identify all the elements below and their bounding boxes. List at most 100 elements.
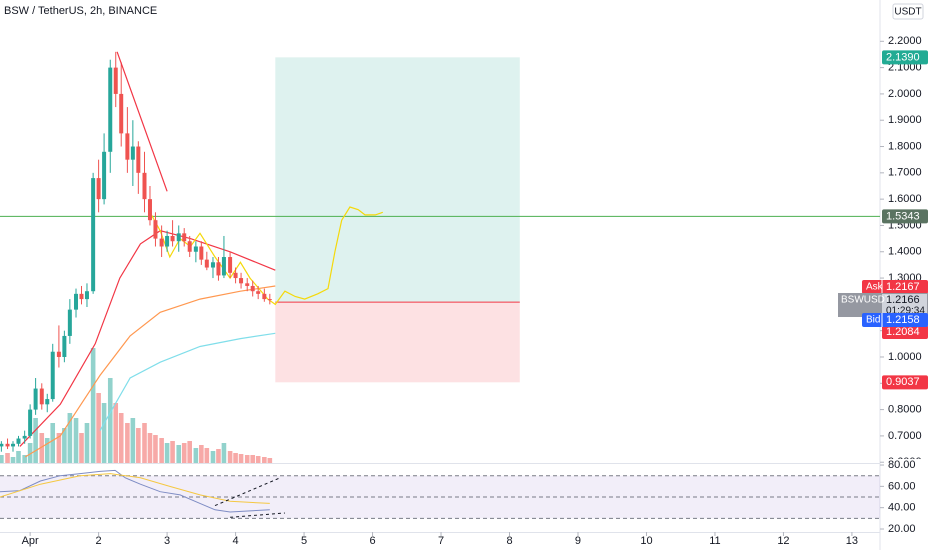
price-tag-label: 1.2158 xyxy=(886,314,920,326)
main-pane xyxy=(0,51,880,463)
x-tick-label: Apr xyxy=(22,535,39,547)
y-tick-label: 1.0000 xyxy=(888,351,922,363)
volume-bar xyxy=(33,418,38,463)
y-tick-label: 1.7000 xyxy=(888,167,922,179)
tag-side-label: Ask xyxy=(866,282,884,293)
candle-body xyxy=(176,233,181,242)
tick-bg xyxy=(885,523,929,536)
candle-body xyxy=(193,246,198,252)
volume-bar xyxy=(62,428,67,463)
volume-bar xyxy=(136,428,141,463)
candle-body xyxy=(228,257,233,273)
candle-body xyxy=(187,241,192,252)
volume-bar xyxy=(142,423,147,463)
volume-bar xyxy=(27,443,33,463)
volume-bar xyxy=(113,403,119,463)
volume-bar xyxy=(79,433,84,463)
price-tag xyxy=(882,375,928,390)
overlay-line xyxy=(19,230,276,447)
price-tag xyxy=(882,209,928,224)
last-price-label: 1.2166 xyxy=(886,294,920,306)
rsi-line xyxy=(0,469,270,513)
overlay-line xyxy=(99,332,276,431)
candle-body xyxy=(182,233,187,242)
candle-body xyxy=(39,388,44,405)
volume-bar xyxy=(170,441,175,463)
y-tick-label: 40.00 xyxy=(888,502,916,514)
loss-zone xyxy=(275,302,520,383)
x-tick-label: 7 xyxy=(438,535,444,547)
y-tick-label: 1.4000 xyxy=(888,246,922,258)
x-tick-label: 13 xyxy=(846,535,858,547)
y-tick-label: 1.9000 xyxy=(888,114,922,126)
candle-body xyxy=(67,309,72,336)
profit-zone xyxy=(275,57,520,303)
volume-bar xyxy=(187,441,192,463)
volume-bar xyxy=(262,457,267,463)
price-tag xyxy=(862,313,928,328)
candle-body xyxy=(159,238,164,247)
volume-bar xyxy=(199,445,204,463)
volume-bar xyxy=(147,433,153,463)
y-tick-label: 0.7000 xyxy=(888,430,922,442)
volume-bar xyxy=(44,438,50,463)
y-tick-label: 20.00 xyxy=(888,523,916,535)
volume-bar xyxy=(96,393,101,463)
candle-body xyxy=(216,262,221,276)
tick-bg xyxy=(885,501,929,514)
x-tick-label: 6 xyxy=(369,535,375,547)
volume-bar xyxy=(16,451,21,463)
rsi-band xyxy=(0,475,880,519)
volume-bar xyxy=(39,433,45,463)
candle-body xyxy=(262,293,267,300)
volume-bar xyxy=(0,455,4,463)
candle-body xyxy=(221,257,226,276)
rsi-line xyxy=(0,473,270,504)
candle-body xyxy=(245,283,250,286)
unit-box[interactable] xyxy=(892,3,924,20)
volume-bar xyxy=(250,455,256,463)
tick-bg xyxy=(885,480,929,493)
unit-label: USDT xyxy=(894,7,921,18)
volume-bar xyxy=(56,433,62,463)
y-tick-label: 1.6000 xyxy=(888,193,922,205)
candle-body xyxy=(11,443,16,447)
price-tag-label: 2.1390 xyxy=(886,51,920,63)
candle-body xyxy=(153,220,158,239)
candle-body xyxy=(5,443,10,447)
candle-body xyxy=(0,443,4,447)
volume-bar xyxy=(204,448,210,463)
rsi-pane xyxy=(0,469,880,519)
volume-bar xyxy=(244,455,250,463)
candle-body xyxy=(233,272,238,279)
candle-body xyxy=(250,285,255,292)
candle-body xyxy=(84,291,89,300)
candle-body xyxy=(50,351,55,400)
x-tick-label: 12 xyxy=(777,535,789,547)
volume-bar xyxy=(50,423,56,463)
candle-body xyxy=(79,293,84,300)
axes: 0.60000.70000.80000.90001.00001.10001.20… xyxy=(22,35,929,547)
volume-bar xyxy=(22,455,27,463)
price-tag-label: 0.9037 xyxy=(886,376,920,388)
candle-body xyxy=(33,388,38,410)
overlay-line xyxy=(24,285,276,458)
volume-bar xyxy=(90,348,96,463)
volume-bar xyxy=(267,458,273,463)
volume-bar xyxy=(153,435,158,463)
volume-bar xyxy=(159,438,164,463)
candle-body xyxy=(108,67,113,152)
candle-body xyxy=(45,399,50,405)
volume-bar xyxy=(130,418,136,463)
candle-body xyxy=(113,67,118,94)
candle-body xyxy=(165,235,170,247)
tick-bg xyxy=(885,459,929,472)
y-tick-label: 60.00 xyxy=(888,480,916,492)
volume-bar xyxy=(233,453,238,463)
x-tick-label: 2 xyxy=(96,535,102,547)
candle-body xyxy=(147,199,152,221)
candle-body xyxy=(22,435,27,439)
candle-body xyxy=(210,262,215,268)
